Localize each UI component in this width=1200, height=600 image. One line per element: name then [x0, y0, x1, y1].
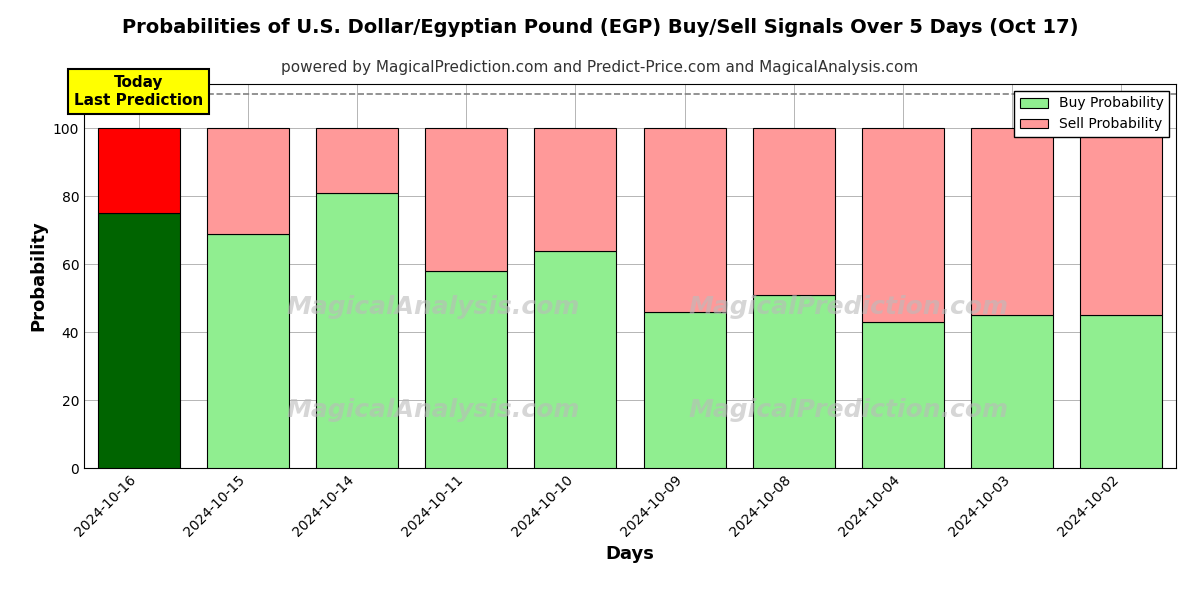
Bar — [862, 322, 944, 468]
X-axis label: Days: Days — [606, 545, 654, 563]
Bar — [534, 251, 617, 468]
Bar — [316, 128, 398, 193]
Text: Today
Last Prediction: Today Last Prediction — [74, 76, 203, 108]
Bar — [97, 213, 180, 468]
Bar — [971, 128, 1054, 315]
Bar — [1080, 128, 1163, 315]
Text: powered by MagicalPrediction.com and Predict-Price.com and MagicalAnalysis.com: powered by MagicalPrediction.com and Pre… — [281, 60, 919, 75]
Bar — [862, 128, 944, 322]
Bar — [1080, 315, 1163, 468]
Bar — [643, 128, 726, 311]
Bar — [97, 128, 180, 213]
Bar — [643, 311, 726, 468]
Bar — [425, 128, 508, 271]
Bar — [752, 128, 835, 295]
Text: Probabilities of U.S. Dollar/Egyptian Pound (EGP) Buy/Sell Signals Over 5 Days (: Probabilities of U.S. Dollar/Egyptian Po… — [121, 18, 1079, 37]
Bar — [971, 315, 1054, 468]
Text: MagicalAnalysis.com: MagicalAnalysis.com — [287, 398, 580, 422]
Bar — [425, 271, 508, 468]
Y-axis label: Probability: Probability — [29, 221, 47, 331]
Text: MagicalPrediction.com: MagicalPrediction.com — [689, 295, 1008, 319]
Legend: Buy Probability, Sell Probability: Buy Probability, Sell Probability — [1014, 91, 1169, 137]
Bar — [316, 193, 398, 468]
Text: MagicalAnalysis.com: MagicalAnalysis.com — [287, 295, 580, 319]
Bar — [206, 233, 289, 468]
Text: MagicalPrediction.com: MagicalPrediction.com — [689, 398, 1008, 422]
Bar — [752, 295, 835, 468]
Bar — [534, 128, 617, 251]
Bar — [206, 128, 289, 233]
